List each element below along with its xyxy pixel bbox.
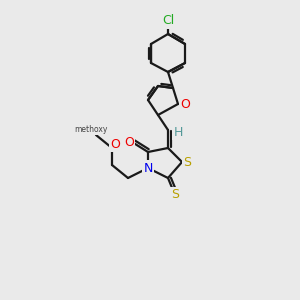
Text: O: O bbox=[180, 98, 190, 112]
Text: S: S bbox=[171, 188, 179, 202]
Text: Cl: Cl bbox=[162, 14, 174, 28]
Text: H: H bbox=[173, 125, 183, 139]
Text: methoxy: methoxy bbox=[74, 125, 108, 134]
Text: O: O bbox=[110, 137, 120, 151]
Text: S: S bbox=[183, 155, 191, 169]
Text: O: O bbox=[124, 136, 134, 148]
Text: N: N bbox=[143, 161, 153, 175]
